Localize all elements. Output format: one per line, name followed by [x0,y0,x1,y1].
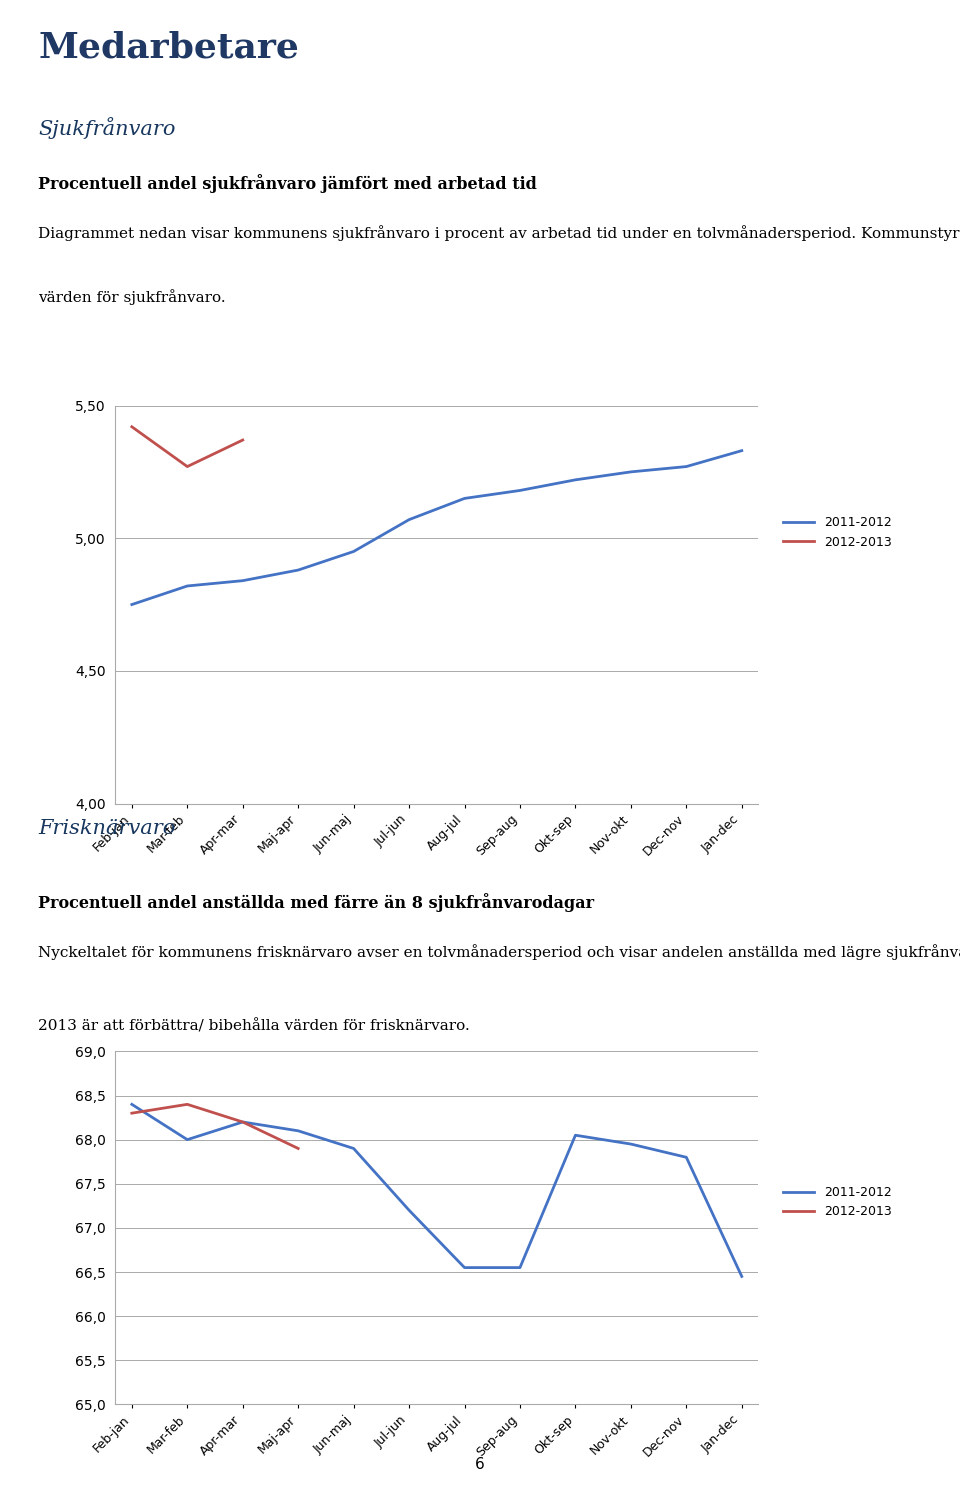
Text: Medarbetare: Medarbetare [38,30,300,65]
Text: Diagrammet nedan visar kommunens sjukfrånvaro i procent av arbetad tid under en : Diagrammet nedan visar kommunens sjukfrå… [38,225,960,240]
Legend: 2011-2012, 2012-2013: 2011-2012, 2012-2013 [778,511,897,554]
Text: Procentuell andel sjukfrånvaro jämfört med arbetad tid: Procentuell andel sjukfrånvaro jämfört m… [38,174,538,194]
Text: Sjukfrånvaro: Sjukfrånvaro [38,117,176,138]
Text: 2013 är att förbättra/ bibehålla värden för frisknärvaro.: 2013 är att förbättra/ bibehålla värden … [38,1018,470,1033]
Legend: 2011-2012, 2012-2013: 2011-2012, 2012-2013 [778,1181,897,1224]
Text: Frisknärvaro: Frisknärvaro [38,819,176,838]
Text: 6: 6 [475,1457,485,1472]
Text: Procentuell andel anställda med färre än 8 sjukfrånvarodagar: Procentuell andel anställda med färre än… [38,894,594,912]
Text: Nyckeltalet för kommunens frisknärvaro avser en tolvmånadersperiod och visar and: Nyckeltalet för kommunens frisknärvaro a… [38,945,960,960]
Text: värden för sjukfrånvaro.: värden för sjukfrånvaro. [38,290,226,305]
